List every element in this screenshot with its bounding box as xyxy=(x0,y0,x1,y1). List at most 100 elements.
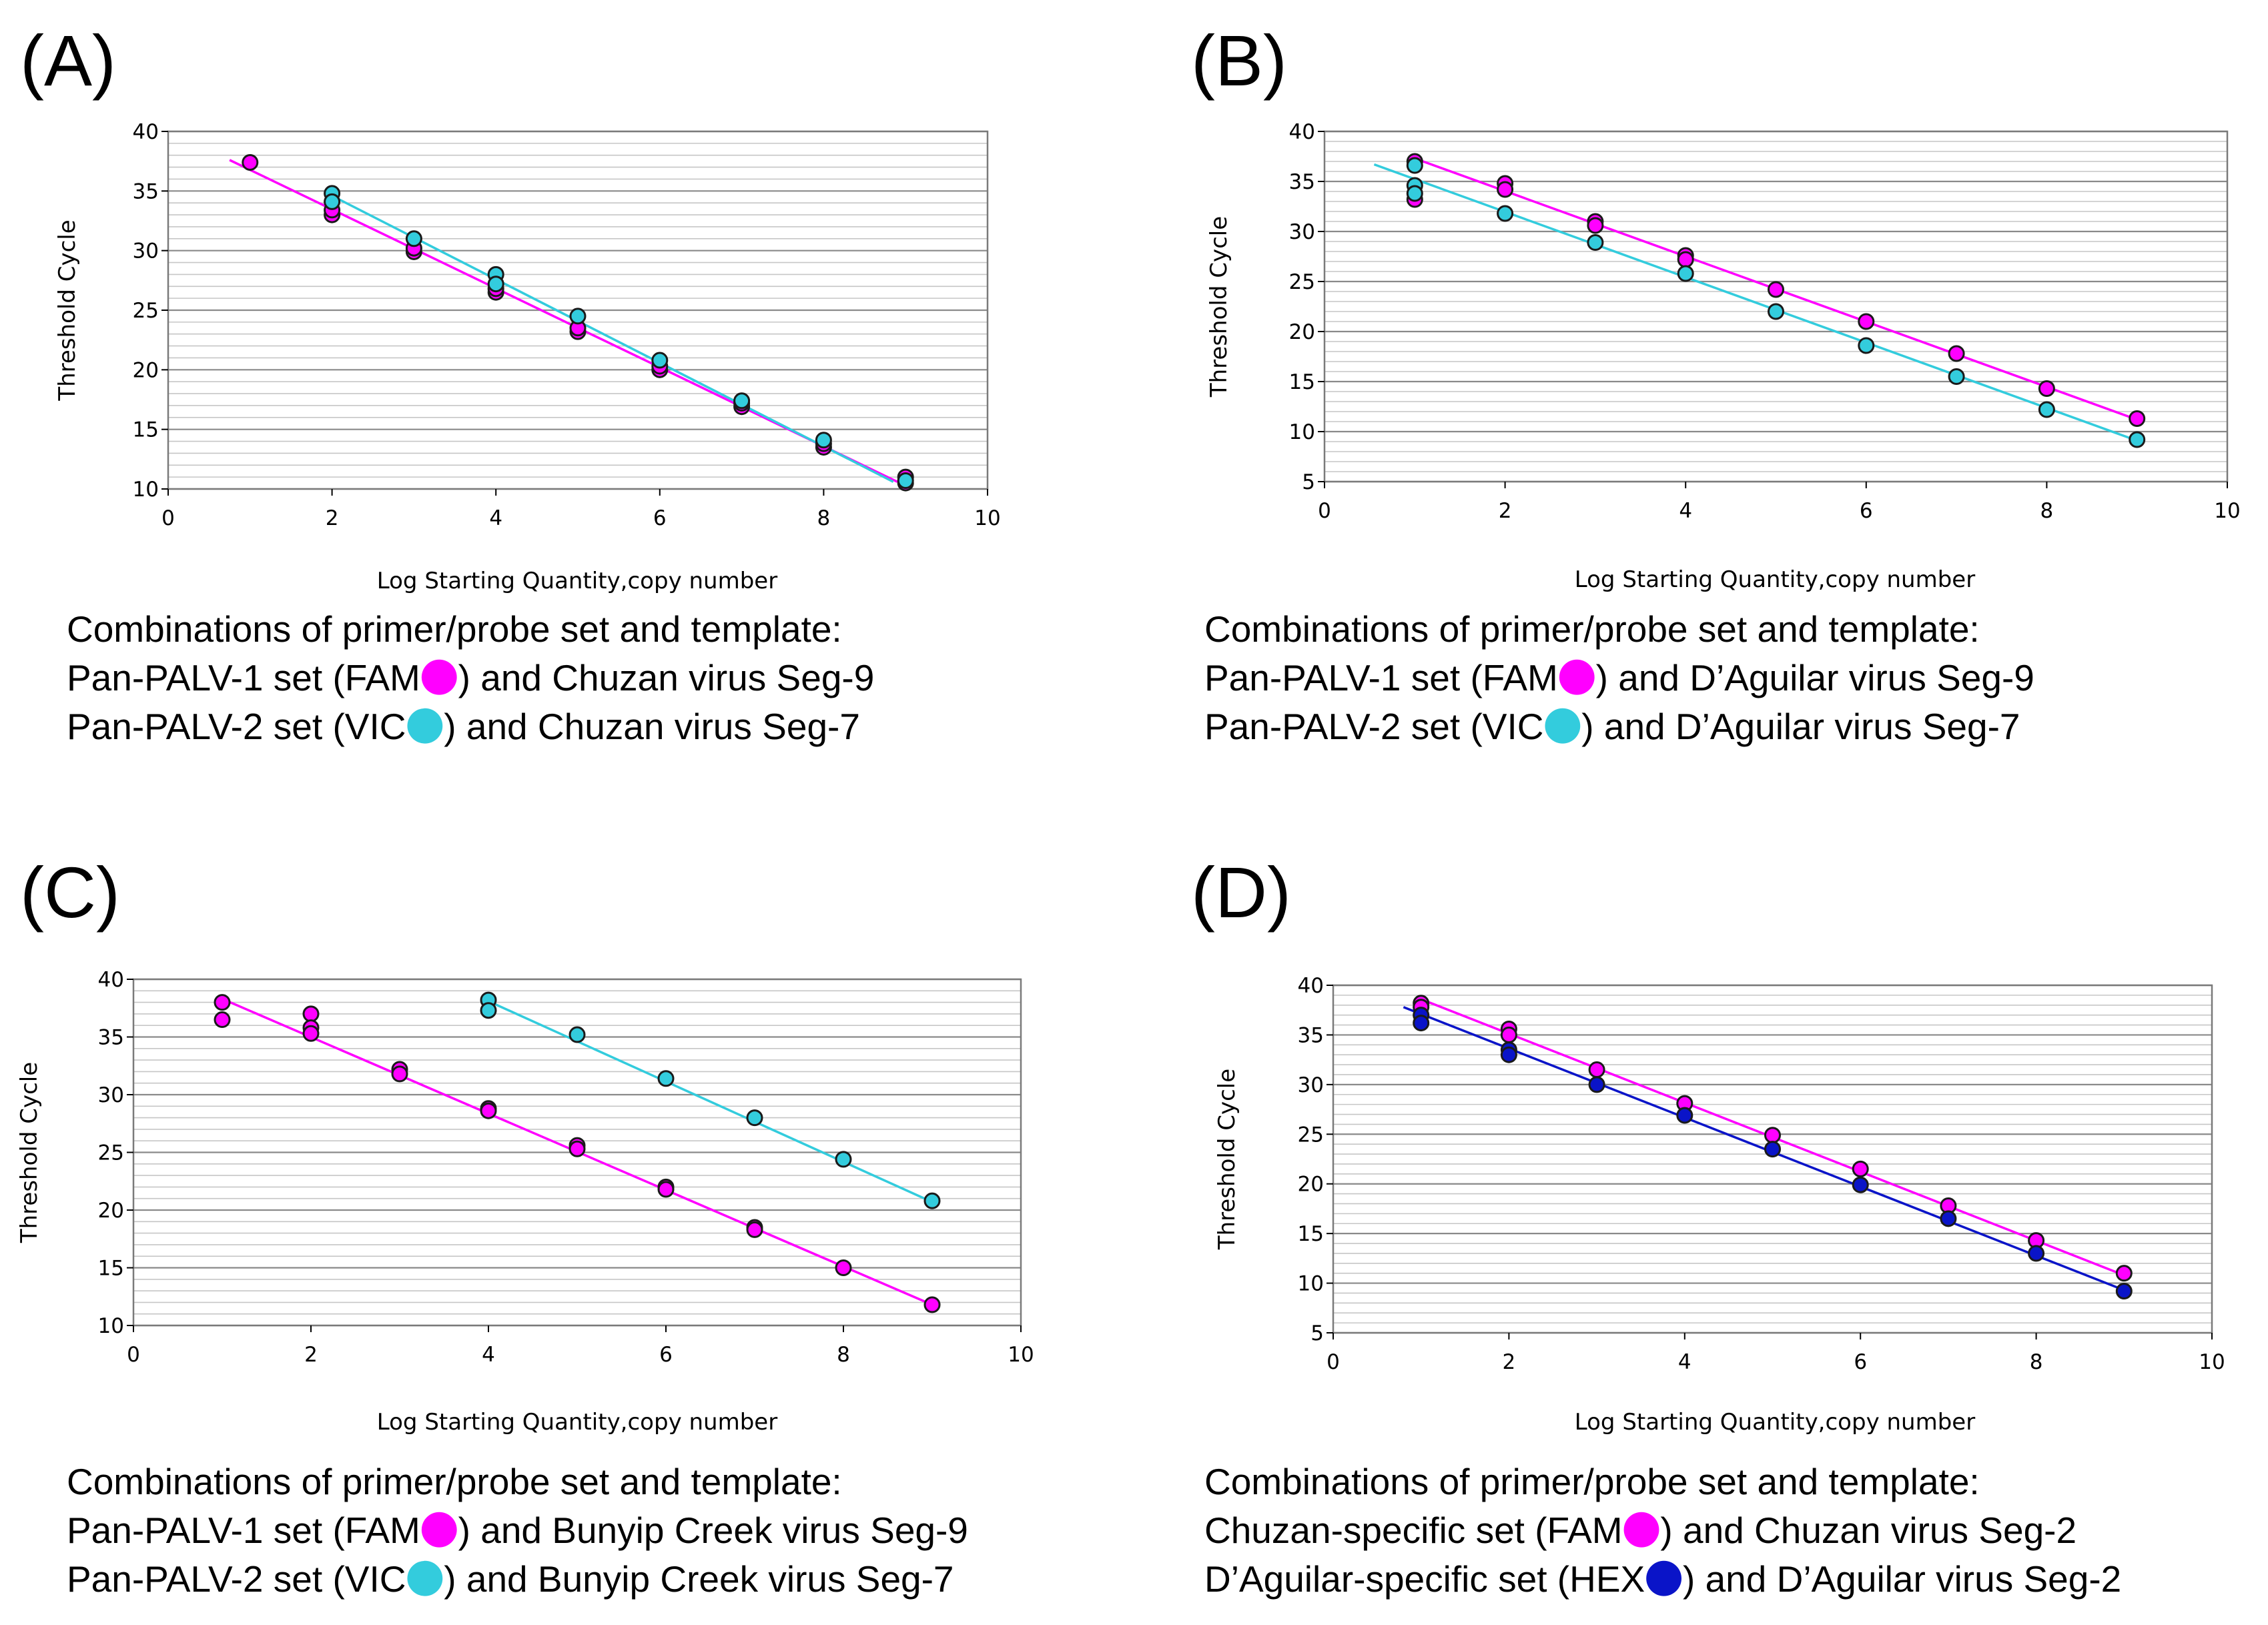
x-tick-label: 0 xyxy=(1318,499,1331,523)
y-tick-label: 40 xyxy=(1289,120,1315,144)
plot-border xyxy=(1323,130,2229,483)
fit-line-vic xyxy=(331,194,894,483)
x-tick-label: 10 xyxy=(974,506,1000,530)
data-point-fam xyxy=(835,1259,852,1276)
data-point-hex xyxy=(1500,1046,1517,1063)
x-tick-label: 4 xyxy=(1679,499,1692,523)
data-point-fam xyxy=(302,1005,320,1023)
data-point-fam xyxy=(214,1011,231,1029)
data-point-vic xyxy=(1948,368,1965,385)
data-point-vic xyxy=(2038,401,2055,418)
data-point-fam xyxy=(569,1140,586,1157)
x-tick-label: 10 xyxy=(1008,1343,1034,1367)
x-tick-label: 2 xyxy=(1499,499,1512,523)
x-axis-label: Log Starting Quantity,copy number xyxy=(1575,566,1975,593)
caption-line: Combinations of primer/probe set and tem… xyxy=(1204,608,1980,650)
y-tick-label: 40 xyxy=(133,120,159,144)
y-tick-label: 10 xyxy=(133,478,159,502)
y-tick-label: 20 xyxy=(1298,1173,1324,1197)
data-point-vic xyxy=(2129,431,2146,448)
data-point-fam xyxy=(480,1102,497,1119)
data-point-vic xyxy=(569,1026,586,1043)
y-tick-label: 20 xyxy=(1289,320,1315,344)
x-tick-label: 2 xyxy=(304,1343,318,1367)
y-tick-label: 10 xyxy=(1298,1272,1324,1296)
x-tick-label: 8 xyxy=(817,506,831,530)
panel-a: (A) 10 15 20 25 30 35 40 0 2 4 6 8 10 Threshold Cycle L… xyxy=(20,20,1001,747)
data-point-hex xyxy=(1940,1210,1957,1227)
x-tick-label: 2 xyxy=(1503,1350,1516,1374)
data-point-vic xyxy=(405,230,422,247)
y-axis-label: Threshold Cycle xyxy=(54,219,81,401)
data-point-vic xyxy=(1677,265,1694,282)
data-point-vic xyxy=(487,276,504,293)
y-tick-label: 30 xyxy=(98,1083,124,1107)
data-point-vic xyxy=(1406,157,1423,174)
y-tick-label: 30 xyxy=(1298,1073,1324,1097)
caption-line-tail: ) and Chuzan virus Seg-7 xyxy=(444,706,860,747)
legend-marker-fam xyxy=(1623,1512,1659,1548)
data-point-fam xyxy=(1587,217,1604,234)
plot-border xyxy=(1332,984,2213,1334)
data-point-vic xyxy=(1587,234,1604,251)
data-point-fam xyxy=(214,994,231,1011)
caption-line-tail: ) and Bunyip Creek virus Seg-7 xyxy=(444,1558,954,1600)
x-tick-label: 0 xyxy=(1327,1350,1340,1374)
panel-label: (A) xyxy=(20,20,116,101)
data-point-fam xyxy=(1948,345,1965,362)
y-tick-label: 30 xyxy=(133,239,159,263)
y-tick-label: 25 xyxy=(98,1141,124,1165)
data-point-fam xyxy=(657,1181,675,1198)
caption-line: Combinations of primer/probe set and tem… xyxy=(67,1461,842,1502)
y-tick-label: 20 xyxy=(98,1199,124,1223)
legend-marker-fam xyxy=(421,659,457,695)
data-point-hex xyxy=(1413,1015,1430,1032)
data-point-fam xyxy=(1852,1160,1869,1177)
y-tick-label: 15 xyxy=(1289,370,1315,394)
caption-line-tail: ) and Chuzan virus Seg-9 xyxy=(458,657,875,698)
x-axis-label: Log Starting Quantity,copy number xyxy=(1575,1409,1975,1436)
data-point-vic xyxy=(657,1070,675,1087)
y-tick-label: 30 xyxy=(1289,220,1315,244)
x-tick-label: 0 xyxy=(127,1343,140,1367)
data-point-hex xyxy=(1676,1107,1693,1124)
fit-line-hex xyxy=(1403,1006,2125,1291)
panel-c: (C) 10 15 20 25 30 35 40 0 2 4 6 8 10 Threshold Cycle L… xyxy=(16,852,1034,1600)
data-point-vic xyxy=(1406,185,1423,202)
legend-marker-hex xyxy=(1646,1560,1682,1596)
caption-line: Combinations of primer/probe set and tem… xyxy=(67,608,842,650)
y-axis-label: Threshold Cycle xyxy=(16,1062,43,1243)
y-axis-label: Threshold Cycle xyxy=(1214,1069,1240,1250)
x-tick-label: 6 xyxy=(1860,499,1873,523)
y-tick-label: 15 xyxy=(1298,1222,1324,1246)
x-tick-label: 6 xyxy=(659,1343,673,1367)
data-point-hex xyxy=(2028,1245,2045,1262)
data-point-fam xyxy=(1500,1026,1517,1043)
x-tick-label: 10 xyxy=(2214,499,2240,523)
y-tick-label: 15 xyxy=(133,418,159,442)
legend-marker-vic xyxy=(1545,708,1581,744)
y-tick-label: 40 xyxy=(98,968,124,992)
panel-label: (D) xyxy=(1191,852,1291,933)
y-tick-label: 35 xyxy=(133,179,159,203)
legend-marker-fam xyxy=(1559,659,1595,695)
data-point-vic xyxy=(835,1151,852,1168)
data-point-fam xyxy=(746,1221,763,1238)
data-point-fam xyxy=(1858,313,1875,330)
y-tick-label: 10 xyxy=(98,1314,124,1338)
caption-line: Pan-PALV-2 set (VIC xyxy=(1204,706,1543,747)
y-tick-label: 5 xyxy=(1310,1321,1324,1345)
caption-line-tail: ) and Bunyip Creek virus Seg-9 xyxy=(458,1510,968,1551)
x-tick-label: 4 xyxy=(1678,1350,1691,1374)
panel-label: (C) xyxy=(20,852,120,933)
data-point-vic xyxy=(651,352,669,369)
y-tick-label: 25 xyxy=(1298,1123,1324,1147)
x-axis-label: Log Starting Quantity,copy number xyxy=(377,1409,777,1436)
y-tick-label: 5 xyxy=(1302,470,1315,494)
y-tick-label: 40 xyxy=(1298,974,1324,998)
panel-label: (B) xyxy=(1191,20,1287,101)
data-point-fam xyxy=(923,1296,941,1313)
x-tick-label: 8 xyxy=(2040,499,2054,523)
legend-marker-vic xyxy=(407,708,443,744)
